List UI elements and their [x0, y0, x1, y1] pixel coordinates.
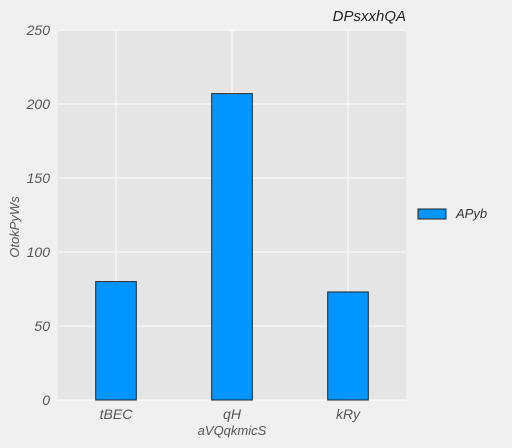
y-tick-label: 100 — [27, 244, 51, 260]
y-tick-label: 200 — [26, 96, 51, 112]
x-axis-label: aVQqkmicS — [198, 423, 267, 438]
bar-kRy — [327, 291, 369, 401]
y-tick-label: 0 — [42, 392, 50, 408]
y-tick-label: 50 — [34, 318, 50, 334]
chart-title: DPsxxhQA — [333, 8, 406, 25]
x-tick-label: qH — [223, 406, 242, 422]
x-tick-label: tBEC — [100, 406, 134, 422]
legend: APyb — [417, 206, 487, 221]
bar-tBEC — [95, 281, 137, 401]
y-tick-labels: 0 50 100 150 200 250 — [26, 22, 51, 408]
y-axis-label: OtokPyWs — [7, 196, 22, 258]
y-tick-label: 250 — [26, 22, 51, 38]
bar-qH — [211, 93, 253, 401]
x-tick-label: kRy — [336, 406, 361, 422]
legend-swatch — [417, 208, 447, 220]
legend-label: APyb — [455, 206, 487, 221]
y-tick-label: 150 — [27, 170, 51, 186]
x-tick-labels: tBEC qH kRy — [100, 406, 361, 422]
bars — [95, 93, 369, 401]
